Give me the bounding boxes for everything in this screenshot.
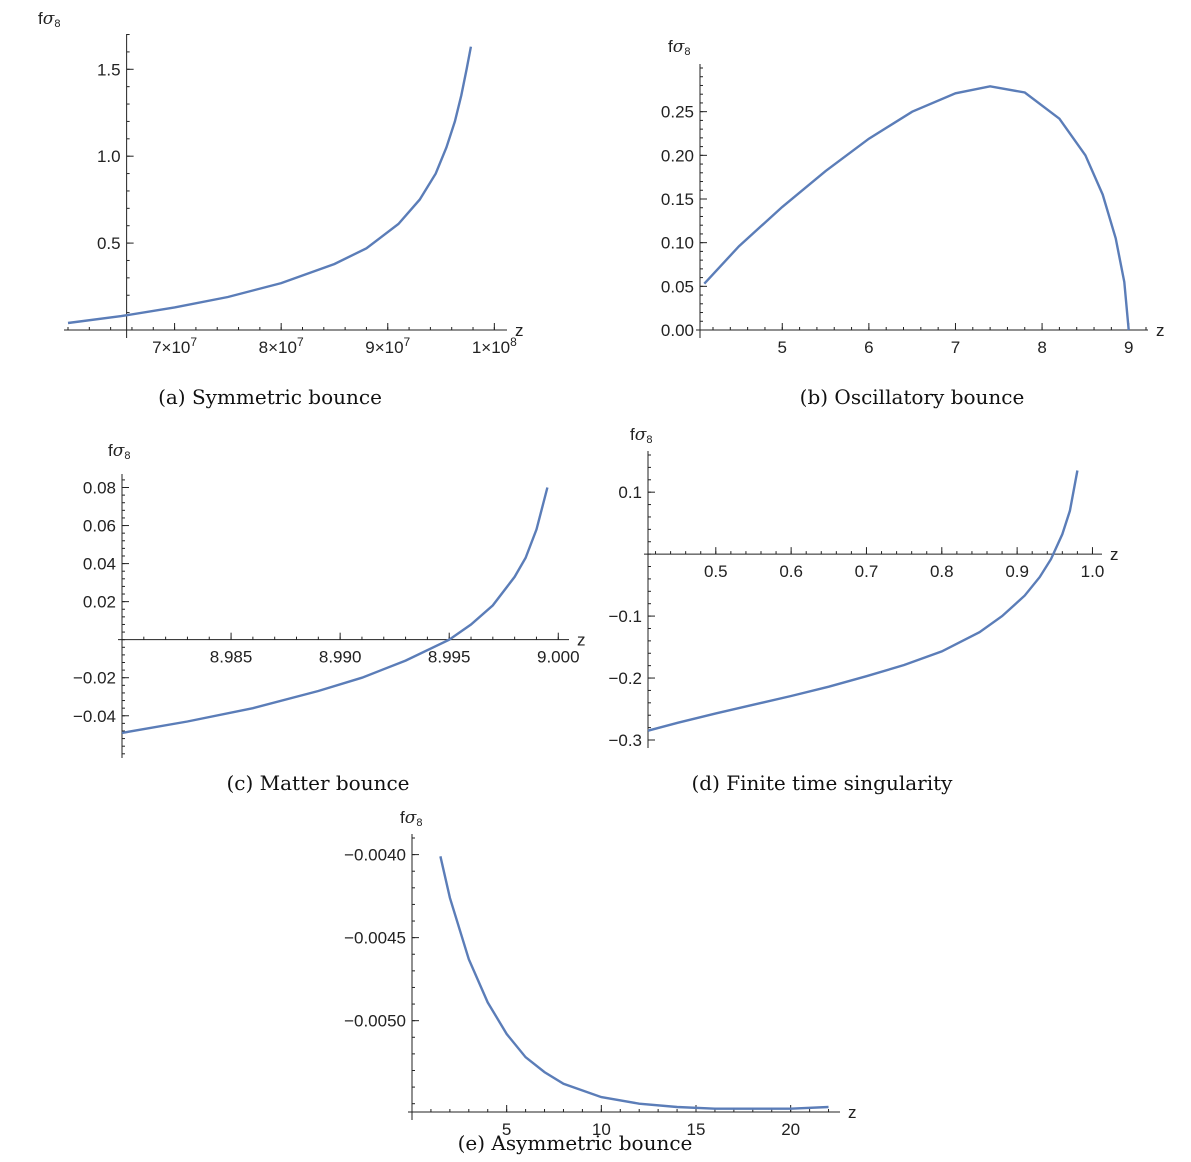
x-tick-label: 8.985	[210, 648, 253, 667]
y-tick-label: 0.04	[83, 555, 116, 574]
y-tick-label: 0.05	[661, 277, 694, 296]
x-tick-label: 9	[1124, 338, 1133, 357]
chart-panel-b: 5 6 7 8 9 0.00 0.05 0.10 0.15 0.20 0.25 z fσ8 (b) Osc…	[661, 37, 1165, 409]
x-tick-label: 7	[951, 338, 960, 357]
y-tick-label: 0.5	[97, 234, 121, 253]
x-tick-label: 8×107	[259, 335, 304, 357]
y-tick-label: 0.1	[618, 483, 642, 502]
y-axis-label: fσ8	[38, 9, 60, 30]
y-tick-label: 0.08	[83, 479, 116, 498]
panel-caption: (e) Asymmetric bounce	[458, 1131, 693, 1155]
y-tick-label: 0.02	[83, 593, 116, 612]
x-tick-label: 1.0	[1081, 562, 1105, 581]
x-tick-label: 0.8	[930, 562, 954, 581]
x-axis-label: z	[1156, 321, 1165, 340]
x-tick-label: 9×107	[365, 335, 410, 357]
series-line	[703, 85, 1130, 331]
y-tick-label: −0.0050	[344, 1012, 406, 1031]
series-line	[439, 856, 829, 1110]
x-tick-label: 7×107	[152, 335, 197, 357]
panel-caption: (c) Matter bounce	[226, 771, 409, 795]
x-tick-label: 0.5	[704, 562, 728, 581]
y-tick-label: 1.0	[97, 147, 121, 166]
x-tick-label: 10	[592, 1120, 611, 1139]
y-tick-label: 0.06	[83, 517, 116, 536]
x-tick-label: 6	[864, 338, 873, 357]
x-tick-label: 0.7	[855, 562, 879, 581]
y-tick-label: 0.25	[661, 103, 694, 122]
panel-caption: (d) Finite time singularity	[692, 771, 954, 795]
y-tick-label: 1.5	[97, 60, 121, 79]
panel-caption: (a) Symmetric bounce	[158, 385, 382, 409]
chart-panel-c: 8.985 8.990 8.995 9.000 −0.04 −0.02 0.02 0.04 0.…	[73, 441, 586, 795]
y-tick-label: 0.00	[661, 321, 694, 340]
y-axis-label: fσ8	[400, 808, 422, 829]
x-axis-label: z	[1110, 545, 1119, 564]
series-line	[67, 46, 473, 325]
x-tick-label: 0.6	[779, 562, 803, 581]
x-tick-label: 15	[687, 1120, 706, 1139]
y-tick-label: 0.20	[661, 146, 694, 165]
x-tick-label: 5	[502, 1120, 511, 1139]
x-tick-label: 20	[781, 1120, 800, 1139]
x-axis-label: z	[848, 1103, 857, 1122]
y-tick-label: −0.2	[608, 669, 642, 688]
chart-panel-d: 0.5 0.6 0.7 0.8 0.9 1.0 −0.3 −0.2 −0.1 0.1 z fσ8 (d)…	[608, 425, 1118, 795]
series-line	[121, 487, 549, 735]
y-tick-label: 0.10	[661, 234, 694, 253]
series-line	[647, 470, 1079, 732]
y-axis-label: fσ8	[668, 37, 690, 58]
chart-panel-a: 7×107 8×107 9×107 1×108 0.5 1.0 1.5 z fσ8 (a) Sym…	[38, 9, 524, 409]
x-axis-label: z	[515, 321, 524, 340]
x-tick-label: 1×108	[472, 335, 517, 357]
y-tick-label: −0.04	[73, 707, 116, 726]
y-axis-label: fσ8	[630, 425, 652, 446]
y-tick-label: −0.1	[608, 607, 642, 626]
y-tick-label: −0.0040	[344, 846, 406, 865]
x-axis-label: z	[577, 631, 586, 650]
x-tick-label: 8.990	[319, 648, 362, 667]
y-axis-label: fσ8	[108, 441, 130, 462]
x-tick-label: 0.9	[1005, 562, 1029, 581]
x-tick-label: 5	[778, 338, 787, 357]
y-tick-label: 0.15	[661, 190, 694, 209]
y-tick-label: −0.3	[608, 731, 642, 750]
x-tick-label: 8.995	[428, 648, 471, 667]
x-tick-label: 9.000	[537, 648, 580, 667]
panel-caption: (b) Oscillatory bounce	[800, 385, 1025, 409]
x-tick-label: 8	[1037, 338, 1046, 357]
chart-panel-e: 5 10 15 20 −0.0050 −0.0045 −0.0040 z fσ8 (e) Asym…	[344, 808, 856, 1155]
y-tick-label: −0.0045	[344, 929, 406, 948]
y-tick-label: −0.02	[73, 669, 116, 688]
